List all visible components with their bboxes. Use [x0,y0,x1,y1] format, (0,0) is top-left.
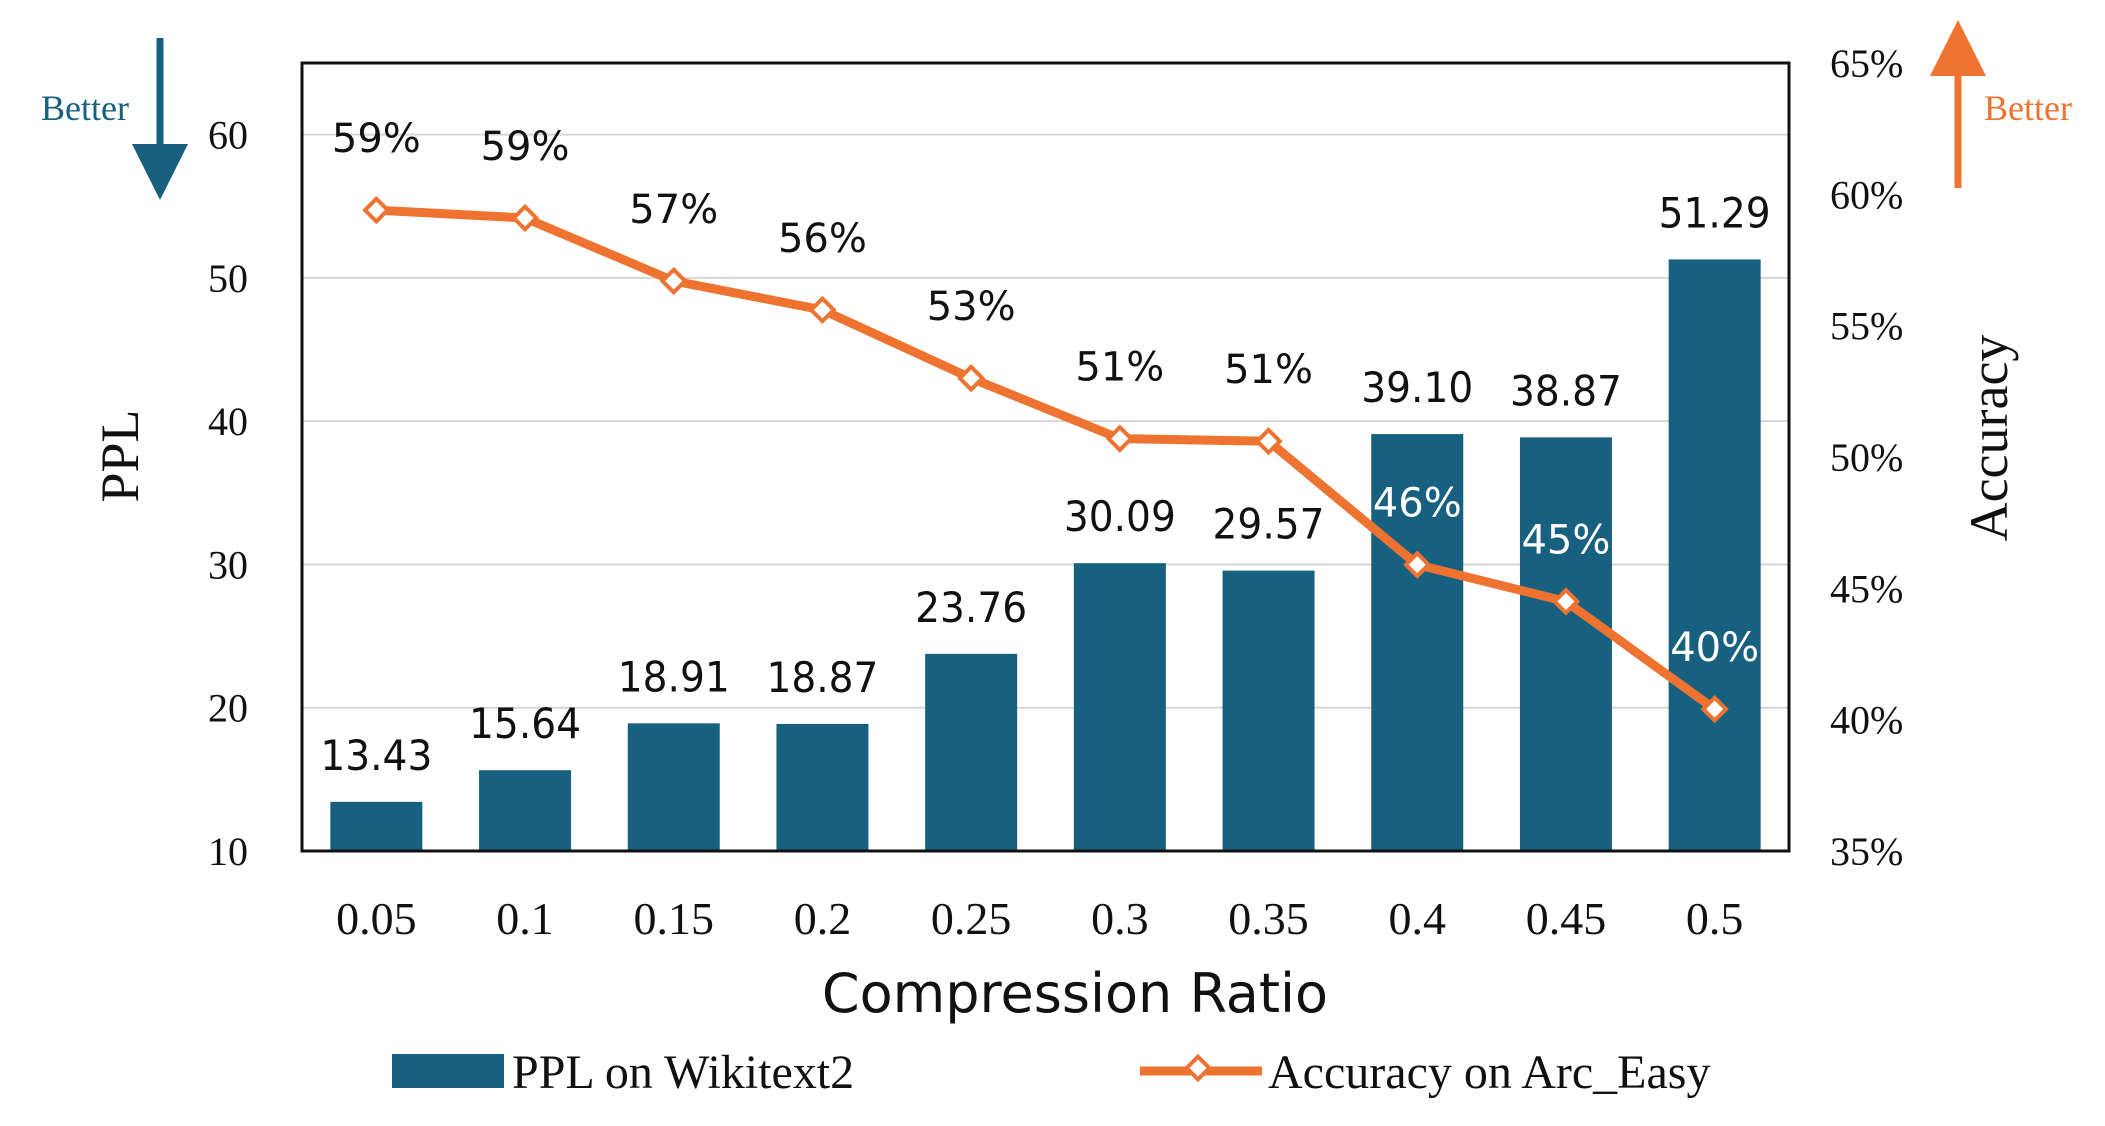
x-tick-label: 0.15 [634,893,715,944]
ppl-bar [627,723,720,851]
better-right-annotation: Better [1930,20,2072,188]
y-left-tick-label: 50 [208,256,248,301]
ppl-bar-label: 18.91 [618,652,730,701]
ppl-bar [1371,434,1464,851]
better-right-label: Better [1984,88,2072,128]
accuracy-point-label: 45% [1521,517,1610,563]
x-tick-label: 0.5 [1686,893,1744,944]
ppl-bar-label: 29.57 [1213,500,1325,549]
accuracy-polyline [371,205,1720,714]
accuracy-point-label: 51% [1224,347,1313,393]
y-right-tick-label: 55% [1830,304,1903,349]
x-tick-label: 0.2 [794,893,852,944]
accuracy-point-label: 40% [1670,625,1759,671]
x-tick-label: 0.1 [496,893,554,944]
accuracy-point [1551,587,1581,616]
ppl-bar [479,770,572,851]
y-left-tick-label: 10 [208,829,248,874]
accuracy-point-label: 56% [778,216,867,262]
accuracy-point [1254,427,1283,456]
better-left-label: Better [41,88,129,128]
y-right-tick-label: 50% [1830,435,1903,480]
ppl-bar [776,723,869,851]
y-right-tick-label: 40% [1830,698,1903,743]
x-tick-label: 0.25 [931,893,1012,944]
accuracy-point-label: 59% [481,124,570,170]
ppl-bar-label: 51.29 [1659,188,1771,237]
accuracy-point-label: 59% [332,116,421,162]
y-right-tick-label: 45% [1830,566,1903,611]
x-tick-label: 0.05 [336,893,417,944]
ppl-bar [1519,437,1612,851]
accuracy-point [957,364,986,393]
legend-bar-swatch [392,1054,504,1088]
ppl-bar-label: 15.64 [469,699,581,748]
accuracy-point-label: 53% [927,284,1016,330]
y-left-tick-label: 40 [208,399,248,444]
x-axis-ticks: 0.05 0.1 0.15 0.2 0.25 0.3 0.35 0.4 0.45 0.5 [336,893,1743,944]
ppl-bar-label: 38.87 [1510,366,1622,415]
y-left-tick-label: 30 [208,542,248,587]
y-right-tick-label: 35% [1830,829,1903,874]
ppl-bar [330,801,423,851]
accuracy-point [362,195,391,225]
ppl-bar [925,653,1018,851]
legend-line-label: Accuracy on Arc_Easy [1268,1046,1710,1099]
line-data-labels: 59% 59% 57% 56% 53% 51% 51% 46% 45% 40% [332,116,1759,671]
accuracy-point [1700,695,1729,724]
accuracy-point-label: 57% [629,187,718,233]
ppl-bar-label: 18.87 [766,653,878,702]
x-tick-label: 0.45 [1526,893,1607,944]
accuracy-point-label: 46% [1373,481,1462,527]
ppl-bar-label: 13.43 [320,731,432,780]
legend-bar-label: PPL on Wikitext2 [512,1046,854,1099]
ppl-bar-label: 39.10 [1361,363,1473,412]
accuracy-point-label: 51% [1075,345,1164,391]
bar-data-labels: 13.43 15.64 18.91 18.87 23.76 30.09 29.57 39.10… [320,188,1770,779]
x-tick-label: 0.35 [1228,893,1309,944]
legend: PPL on Wikitext2 Accuracy on Arc_Easy [392,1046,1710,1099]
ppl-bar [1668,259,1761,852]
ppl-bar [1222,570,1315,851]
ppl-bar-label: 30.09 [1064,492,1176,541]
ppl-bar [1073,563,1166,851]
y-axis-left-title: PPL [90,409,150,502]
better-left-annotation: Better [41,38,188,200]
accuracy-point [1105,424,1134,453]
accuracy-point [659,266,688,296]
y-axis-right-title: Accuracy [1959,335,2019,542]
accuracy-point [1403,550,1432,579]
accuracy-line [362,195,1729,724]
y-right-tick-label: 60% [1830,172,1903,217]
legend-line-marker [1183,1053,1213,1083]
right-axis-ticks: 35% 40% 45% 50% 55% 60% 65% [1830,41,1903,874]
ppl-bar-label: 23.76 [915,583,1027,632]
y-left-tick-label: 60 [208,113,248,158]
plot-area-frame [300,61,1791,853]
y-left-tick-label: 20 [208,686,248,731]
y-right-tick-label: 65% [1830,41,1903,86]
x-tick-label: 0.3 [1091,893,1149,944]
left-axis-ticks: 10 20 30 40 50 60 [208,113,248,874]
accuracy-point [808,295,837,325]
accuracy-point [510,203,540,233]
x-axis-title: Compression Ratio [822,962,1328,1025]
x-tick-label: 0.4 [1389,893,1447,944]
ppl-bars [330,259,1761,852]
